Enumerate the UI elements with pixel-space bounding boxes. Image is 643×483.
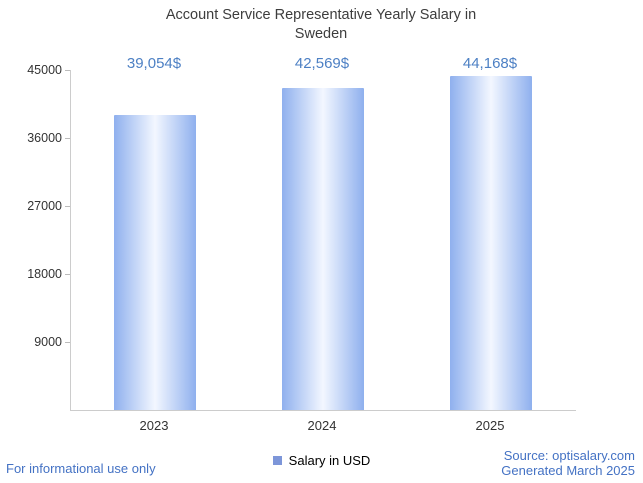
- y-axis-tick-mark: [65, 274, 70, 275]
- bar-value-label: 42,569$: [294, 55, 350, 72]
- y-axis-tick-mark: [65, 138, 70, 139]
- legend: Salary in USD: [0, 453, 643, 468]
- legend-label: Salary in USD: [288, 453, 371, 468]
- footer-source-block: Source: optisalary.com Generated March 2…: [501, 448, 635, 478]
- y-axis-tick-label: 36000: [27, 131, 62, 145]
- x-axis-label: 2024: [307, 418, 337, 433]
- plot-area: [70, 70, 576, 411]
- disclaimer-text: For informational use only: [6, 461, 156, 476]
- generated-text: Generated March 2025: [501, 463, 635, 478]
- source-link[interactable]: Source: optisalary.com: [503, 448, 635, 463]
- bar-value-label: 39,054$: [126, 55, 182, 72]
- chart-title: Account Service Representative Yearly Sa…: [165, 7, 477, 42]
- y-axis-tick-mark: [65, 206, 70, 207]
- legend-swatch: [272, 456, 282, 465]
- bar-2025: [450, 76, 532, 410]
- bar-2024: [282, 88, 364, 410]
- y-axis-tick-mark: [65, 70, 70, 71]
- x-axis-label: 2025: [475, 418, 505, 433]
- y-axis-tick-label: 27000: [27, 199, 62, 213]
- bar-2023: [114, 114, 196, 410]
- y-axis-tick-mark: [65, 342, 70, 343]
- y-axis-tick-label: 9000: [34, 335, 62, 349]
- x-axis-label: 2023: [139, 418, 169, 433]
- bar-value-label: 44,168$: [462, 55, 518, 72]
- y-axis-tick-label: 18000: [27, 267, 62, 281]
- y-axis-tick-label: 45000: [27, 63, 62, 77]
